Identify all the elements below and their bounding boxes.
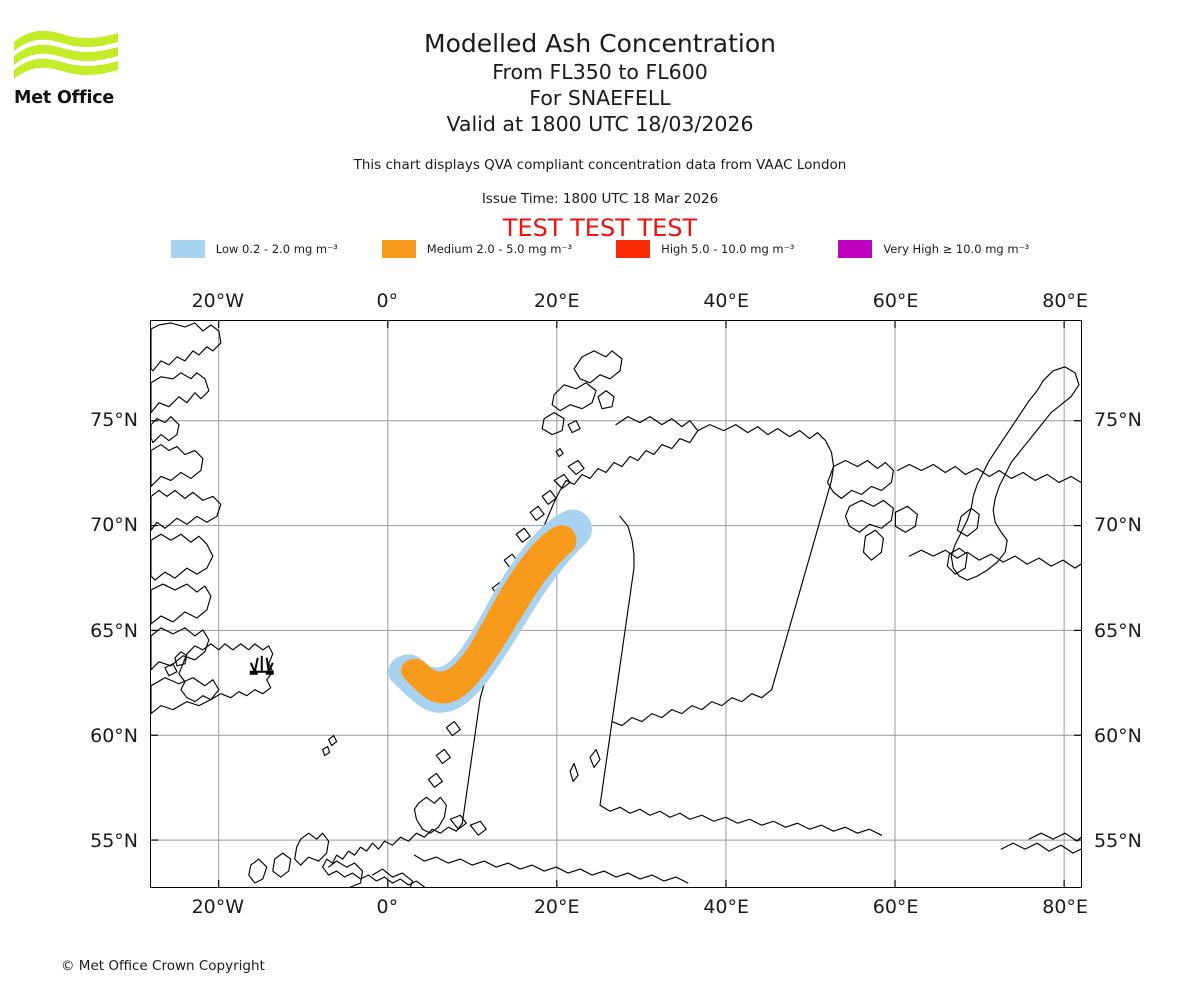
lon-label-top-60e: 60°E: [872, 290, 919, 312]
met-office-logo: Met Office: [14, 28, 124, 113]
lon-label-bottom-0: 0°: [376, 896, 399, 918]
lat-label-right-65n: 65°N: [1094, 619, 1142, 642]
legend-label-very-high: Very High ≥ 10.0 mg m⁻³: [883, 242, 1030, 256]
map-coastlines: [151, 322, 1081, 887]
concentration-legend: Low 0.2 - 2.0 mg m⁻³ Medium 2.0 - 5.0 mg…: [0, 240, 1200, 258]
lat-label-right-70n: 70°N: [1094, 514, 1142, 537]
lon-label-bottom-80e: 80°E: [1042, 896, 1088, 918]
lon-label-bottom-60e: 60°E: [872, 896, 919, 918]
lat-label-right-55n: 55°N: [1094, 829, 1142, 852]
ash-plume-medium-contour: [401, 525, 577, 704]
volcano-marker-icon: [249, 655, 274, 675]
map-gridlines: [151, 321, 1081, 887]
legend-item-high: High 5.0 - 10.0 mg m⁻³: [616, 240, 794, 258]
lon-label-bottom-20w: 20°W: [191, 896, 245, 918]
copyright-notice: © Met Office Crown Copyright: [61, 958, 265, 974]
legend-label-high: High 5.0 - 10.0 mg m⁻³: [661, 242, 795, 256]
map-axis-ticks: [151, 321, 1081, 887]
lat-label-left-75n: 75°N: [90, 409, 138, 432]
lat-label-left-60n: 60°N: [90, 724, 138, 747]
lon-label-bottom-20e: 20°E: [533, 896, 580, 918]
lat-label-left-70n: 70°N: [90, 514, 138, 537]
lon-label-top-0: 0°: [376, 290, 399, 312]
chart-title-block: Modelled Ash Concentration From FL350 to…: [0, 28, 1200, 137]
legend-label-medium: Medium 2.0 - 5.0 mg m⁻³: [426, 242, 573, 256]
legend-item-low: Low 0.2 - 2.0 mg m⁻³: [170, 240, 338, 258]
qva-compliance-note: This chart displays QVA compliant concen…: [353, 157, 847, 173]
lon-label-top-80e: 80°E: [1042, 290, 1088, 312]
test-banner: TEST TEST TEST: [502, 214, 698, 242]
page-title: Modelled Ash Concentration: [424, 29, 776, 58]
legend-label-low: Low 0.2 - 2.0 mg m⁻³: [215, 242, 338, 256]
logo-text: Met Office: [14, 88, 115, 108]
ash-concentration-map: 20°W 0° 20°E 40°E 60°E 80°E 20°W 0° 20°E…: [90, 290, 1142, 918]
lon-label-top-40e: 40°E: [703, 290, 750, 312]
volcano-name: For SNAEFELL: [529, 86, 671, 110]
valid-time: Valid at 1800 UTC 18/03/2026: [446, 112, 754, 136]
lat-label-right-75n: 75°N: [1094, 409, 1142, 432]
lon-label-top-20e: 20°E: [533, 290, 580, 312]
met-office-waves-icon: [14, 30, 118, 79]
legend-swatch-low: [170, 240, 205, 258]
map-plot-frame: [150, 320, 1082, 888]
legend-item-medium: Medium 2.0 - 5.0 mg m⁻³: [381, 240, 573, 258]
legend-swatch-high: [616, 240, 651, 258]
map-canvas: [151, 321, 1081, 887]
lat-label-left-65n: 65°N: [90, 619, 138, 642]
flight-level-range: From FL350 to FL600: [492, 60, 708, 84]
lat-label-right-60n: 60°N: [1094, 724, 1142, 747]
lat-label-left-55n: 55°N: [90, 829, 138, 852]
lon-label-bottom-40e: 40°E: [703, 896, 750, 918]
legend-swatch-very-high: [838, 240, 873, 258]
lon-label-top-20w: 20°W: [191, 290, 245, 312]
issue-time: Issue Time: 1800 UTC 18 Mar 2026: [481, 191, 719, 207]
legend-item-very-high: Very High ≥ 10.0 mg m⁻³: [838, 240, 1029, 258]
legend-swatch-medium: [381, 240, 416, 258]
